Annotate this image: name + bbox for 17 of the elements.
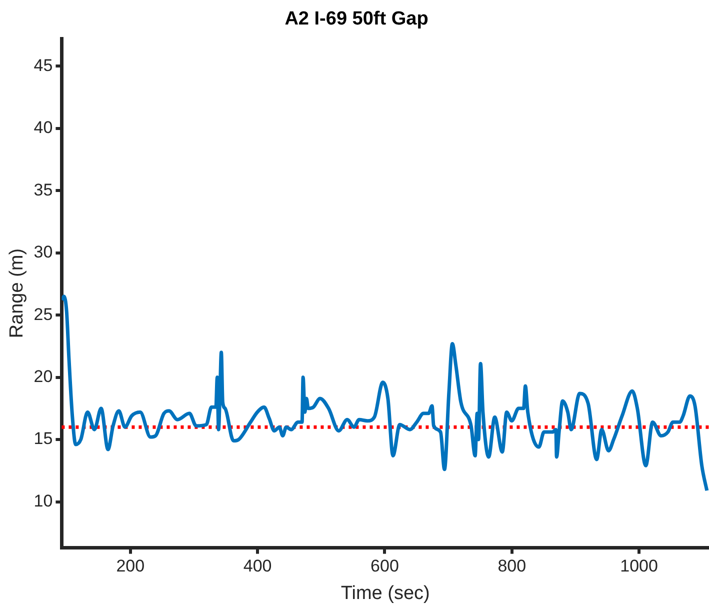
x-tick-label: 1000 [620,556,658,576]
x-axis-title: Time (sec) [340,582,430,604]
y-tick-label: 30 [34,242,53,262]
y-tick-label: 35 [34,180,53,200]
y-tick-label: 15 [34,429,53,448]
y-tick-label: 10 [34,491,53,510]
x-tick-label: 600 [370,556,399,576]
y-tick-label: 40 [34,118,53,138]
y-tick-label: 25 [34,304,53,324]
x-tick-label: 800 [498,556,526,576]
line-series [62,294,709,492]
y-tick-label: 45 [34,56,53,75]
x-tick-label: 200 [116,556,145,576]
x-tick-label: 400 [243,556,272,576]
y-axis-title: Range (m) [6,248,28,338]
y-tick-label: 20 [34,366,53,386]
chart-title: A2 I-69 50ft Gap [284,8,428,30]
